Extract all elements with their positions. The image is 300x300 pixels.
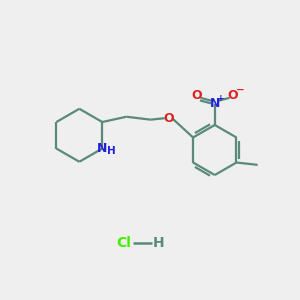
Text: H: H xyxy=(153,236,165,250)
Text: +: + xyxy=(218,94,225,103)
Text: O: O xyxy=(163,112,174,125)
Text: O: O xyxy=(192,89,203,102)
Text: N: N xyxy=(210,97,220,110)
Text: N: N xyxy=(97,142,107,155)
Text: Cl: Cl xyxy=(116,236,131,250)
Text: −: − xyxy=(236,85,245,95)
Text: H: H xyxy=(107,146,116,156)
Text: O: O xyxy=(228,89,238,102)
